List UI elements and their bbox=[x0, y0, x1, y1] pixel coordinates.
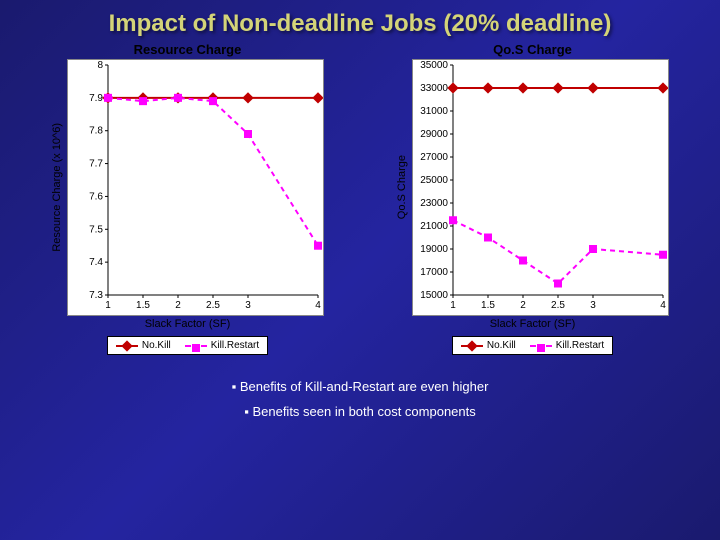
svg-text:7.6: 7.6 bbox=[89, 191, 103, 202]
legend-kill: Kill.Restart bbox=[185, 340, 259, 351]
svg-text:35000: 35000 bbox=[420, 60, 448, 71]
chart1-title: Resource Charge bbox=[134, 42, 242, 57]
charts-row: Resource Charge Resource Charge (x 10^6)… bbox=[0, 42, 720, 355]
svg-text:7.7: 7.7 bbox=[89, 159, 103, 170]
svg-text:7.5: 7.5 bbox=[89, 224, 103, 235]
svg-text:7.4: 7.4 bbox=[89, 257, 103, 268]
svg-text:25000: 25000 bbox=[420, 175, 448, 186]
svg-text:1: 1 bbox=[105, 300, 111, 311]
svg-text:33000: 33000 bbox=[420, 83, 448, 94]
svg-text:15000: 15000 bbox=[420, 290, 448, 301]
svg-text:1: 1 bbox=[450, 300, 456, 311]
chart1-ylabel: Resource Charge (x 10^6) bbox=[51, 123, 63, 252]
bullet-1: Benefits of Kill-and-Restart are even hi… bbox=[0, 379, 720, 394]
chart2-plot: 15000 17000 19000 21000 23000 25000 27000 29000… bbox=[412, 59, 669, 316]
chart1-xlabel: Slack Factor (SF) bbox=[145, 318, 231, 330]
svg-text:2: 2 bbox=[175, 300, 181, 311]
legend2-nokill-label: No.Kill bbox=[487, 340, 516, 351]
svg-text:2.5: 2.5 bbox=[551, 300, 565, 311]
svg-text:4: 4 bbox=[315, 300, 321, 311]
svg-text:2: 2 bbox=[520, 300, 526, 311]
svg-text:21000: 21000 bbox=[420, 221, 448, 232]
bullet-list: Benefits of Kill-and-Restart are even hi… bbox=[0, 379, 720, 419]
svg-text:7.8: 7.8 bbox=[89, 126, 103, 137]
chart-resource: Resource Charge Resource Charge (x 10^6)… bbox=[20, 42, 355, 355]
chart2-xlabel: Slack Factor (SF) bbox=[490, 318, 576, 330]
chart1-legend: No.Kill Kill.Restart bbox=[107, 336, 268, 355]
svg-text:1.5: 1.5 bbox=[481, 300, 495, 311]
svg-text:29000: 29000 bbox=[420, 129, 448, 140]
svg-text:3: 3 bbox=[590, 300, 596, 311]
svg-text:17000: 17000 bbox=[420, 267, 448, 278]
chart-qos: Qo.S Charge Qo.S Charge 15000 17000 19000 2… bbox=[365, 42, 700, 355]
svg-text:7.9: 7.9 bbox=[89, 93, 103, 104]
chart2-ylabel: Qo.S Charge bbox=[396, 155, 408, 219]
svg-text:3: 3 bbox=[245, 300, 251, 311]
legend-kill-label: Kill.Restart bbox=[211, 340, 259, 351]
page-title: Impact of Non-deadline Jobs (20% deadlin… bbox=[0, 0, 720, 42]
svg-text:8: 8 bbox=[97, 60, 103, 71]
legend2-kill: Kill.Restart bbox=[530, 340, 604, 351]
svg-text:19000: 19000 bbox=[420, 244, 448, 255]
svg-text:31000: 31000 bbox=[420, 106, 448, 117]
chart2-title: Qo.S Charge bbox=[493, 42, 572, 57]
legend2-kill-label: Kill.Restart bbox=[556, 340, 604, 351]
chart2-legend: No.Kill Kill.Restart bbox=[452, 336, 613, 355]
svg-text:2.5: 2.5 bbox=[206, 300, 220, 311]
legend-nokill: No.Kill bbox=[116, 340, 171, 351]
svg-text:1.5: 1.5 bbox=[136, 300, 150, 311]
svg-text:7.3: 7.3 bbox=[89, 290, 103, 301]
chart1-plot: 7.3 7.4 7.5 7.6 7.7 7.8 7.9 8 1 1.5 2 2.5 3 4 bbox=[67, 59, 324, 316]
bullet-2: Benefits seen in both cost components bbox=[0, 404, 720, 419]
svg-text:23000: 23000 bbox=[420, 198, 448, 209]
legend-nokill-label: No.Kill bbox=[142, 340, 171, 351]
svg-text:4: 4 bbox=[660, 300, 666, 311]
legend2-nokill: No.Kill bbox=[461, 340, 516, 351]
svg-text:27000: 27000 bbox=[420, 152, 448, 163]
